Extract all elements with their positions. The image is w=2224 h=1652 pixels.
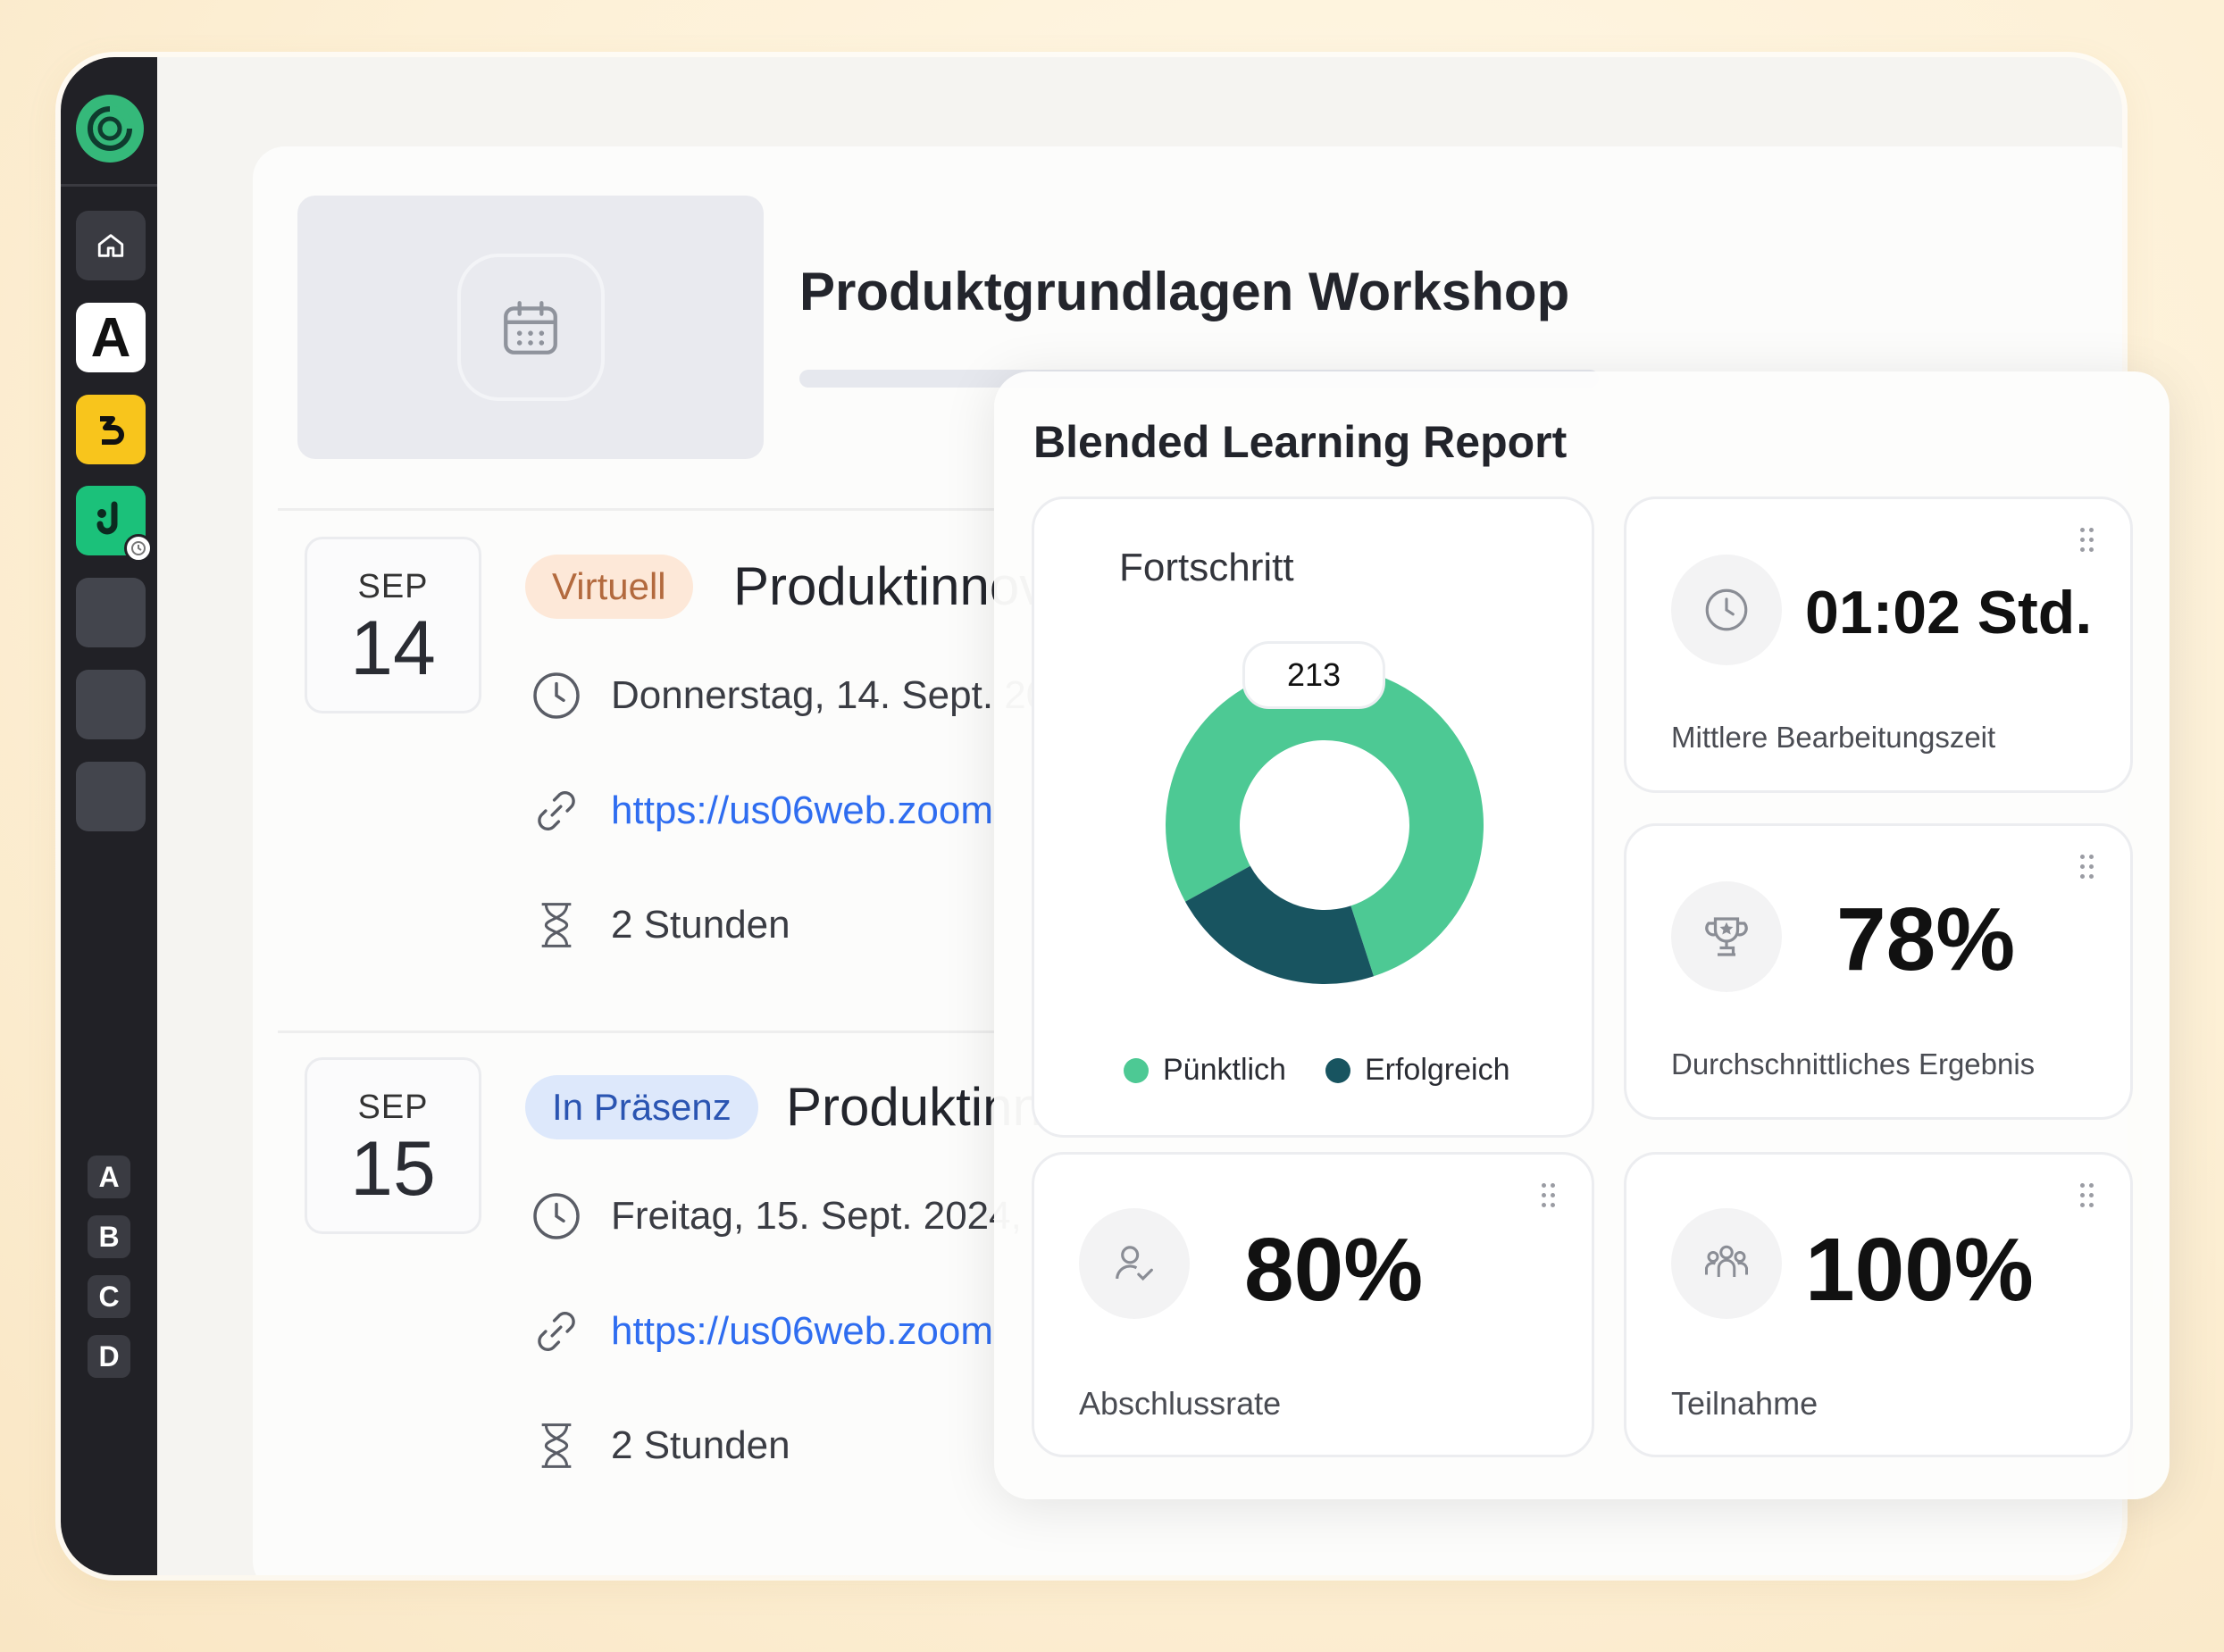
user-check-icon [1079, 1208, 1190, 1319]
clock-icon [525, 1185, 588, 1247]
metric-value: 80% [1244, 1220, 1424, 1320]
drag-handle-icon[interactable] [2078, 853, 2096, 881]
sidebar-item-app-yellow[interactable] [76, 395, 146, 464]
session-type-badge: In Präsenz [525, 1075, 758, 1139]
legend-dot [1325, 1057, 1350, 1083]
home-icon [97, 234, 124, 257]
sidebar-divider [61, 184, 157, 187]
app-yellow-icon [100, 416, 124, 445]
donut-segment-erfolgreich[interactable] [1185, 865, 1375, 984]
chart-title: Fortschritt [1119, 546, 1294, 589]
session-day: 14 [350, 605, 436, 691]
session-item[interactable]: SEP 15 In Präsenz Produktinn Freitag, 15… [253, 1057, 1325, 1557]
session-duration-row: 2 Stunden [525, 1414, 790, 1477]
chart-center-tooltip: 213 [1242, 641, 1385, 709]
metric-label: Abschlussrate [1079, 1385, 1282, 1422]
chart-legend: Pünktlich Erfolgreich [1124, 1053, 1509, 1088]
session-date-box: SEP 15 [305, 1057, 481, 1234]
session-date-text: Donnerstag, 14. Sept. 20 [611, 673, 1049, 717]
sidebar-item-placeholder-3[interactable] [76, 762, 146, 831]
sidebar-item-placeholder-2[interactable] [76, 670, 146, 739]
sidebar-item-placeholder-1[interactable] [76, 578, 146, 647]
metric-label: Mittlere Bearbeitungszeit [1671, 721, 1996, 754]
report-title: Blended Learning Report [1033, 417, 1568, 467]
session-date-row: Donnerstag, 14. Sept. 20 [525, 664, 1048, 727]
section-divider [278, 1030, 1260, 1033]
donut-svg [1166, 666, 1484, 984]
session-duration: 2 Stunden [611, 1423, 790, 1467]
donut-chart: 213 [1146, 641, 1503, 1004]
metric-card-participation[interactable]: 100% Teilnahme [1624, 1152, 2133, 1457]
drag-handle-icon[interactable] [1540, 1181, 1558, 1210]
donut-segment-puenktlich[interactable] [1166, 666, 1484, 977]
session-meeting-link[interactable]: https://us06web.zoom [611, 1309, 994, 1353]
course-thumbnail [297, 196, 764, 459]
sidebar: A A B C D [61, 57, 157, 1575]
sidebar-letter-d[interactable]: D [88, 1335, 130, 1378]
metric-card-completion[interactable]: 80% Abschlussrate [1032, 1152, 1594, 1457]
metric-card-time[interactable]: 01:02 Std. Mittlere Bearbeitungszeit [1624, 496, 2133, 793]
legend-label: Pünktlich [1163, 1053, 1286, 1087]
session-date-box: SEP 14 [305, 537, 481, 713]
session-link-row: https://us06web.zoom [525, 1300, 993, 1363]
drag-handle-icon[interactable] [2078, 1181, 2096, 1210]
metric-label: Durchschnittliches Ergebnis [1671, 1047, 2036, 1080]
session-month: SEP [357, 1089, 429, 1126]
course-title: Produktgrundlagen Workshop [799, 262, 1570, 321]
app-a-label: A [90, 306, 131, 369]
session-duration: 2 Stunden [611, 903, 790, 947]
sidebar-letter-c[interactable]: C [88, 1275, 130, 1318]
clock-icon [1671, 555, 1782, 665]
hourglass-icon [525, 1414, 588, 1477]
sidebar-item-home[interactable] [76, 211, 146, 280]
metric-card-score[interactable]: 78% Durchschnittliches Ergebnis [1624, 823, 2133, 1120]
calendar-icon [504, 300, 557, 355]
section-divider [278, 508, 1260, 511]
group-icon [1671, 1208, 1782, 1319]
clock-icon [525, 664, 588, 727]
legend-item-erfolgreich[interactable]: Erfolgreich [1325, 1053, 1510, 1088]
metric-value: 100% [1805, 1220, 2034, 1320]
session-type-badge: Virtuell [525, 555, 693, 619]
drag-handle-icon[interactable] [2078, 526, 2096, 555]
sidebar-letter-a[interactable]: A [88, 1156, 130, 1198]
session-meeting-link[interactable]: https://us06web.zoom [611, 788, 994, 832]
session-day: 15 [350, 1126, 436, 1212]
session-month: SEP [357, 568, 429, 605]
sidebar-item-app-green[interactable] [76, 486, 153, 563]
blended-learning-report: Blended Learning Report Fortschritt 213 … [994, 371, 2170, 1499]
metric-value: 78% [1836, 889, 2016, 989]
metric-label: Teilnahme [1671, 1385, 1818, 1422]
session-date-text: Freitag, 15. Sept. 2024, [611, 1194, 1022, 1238]
legend-item-puenktlich[interactable]: Pünktlich [1124, 1053, 1286, 1088]
hourglass-icon [525, 894, 588, 956]
legend-label: Erfolgreich [1364, 1053, 1510, 1087]
metric-value: 01:02 Std. [1805, 579, 2093, 647]
link-icon [525, 780, 588, 842]
legend-dot [1124, 1057, 1149, 1083]
sidebar-letter-b[interactable]: B [88, 1215, 130, 1258]
session-title[interactable]: Produktinnov [733, 556, 1047, 616]
session-item[interactable]: SEP 14 Virtuell Produktinnov Donnerstag,… [253, 537, 1325, 1037]
app-green-icon [96, 501, 118, 535]
progress-chart-card[interactable]: Fortschritt 213 Pünktlich Erfolgreich [1032, 496, 1594, 1138]
link-icon [525, 1300, 588, 1363]
session-date-row: Freitag, 15. Sept. 2024, [525, 1185, 1022, 1247]
app-logo[interactable] [76, 95, 144, 163]
sidebar-item-app-a[interactable]: A [76, 303, 146, 372]
trophy-icon [1671, 881, 1782, 992]
clock-badge-icon [124, 534, 153, 563]
session-link-row: https://us06web.zoom [525, 780, 993, 842]
session-duration-row: 2 Stunden [525, 894, 790, 956]
logo-icon [88, 105, 133, 151]
